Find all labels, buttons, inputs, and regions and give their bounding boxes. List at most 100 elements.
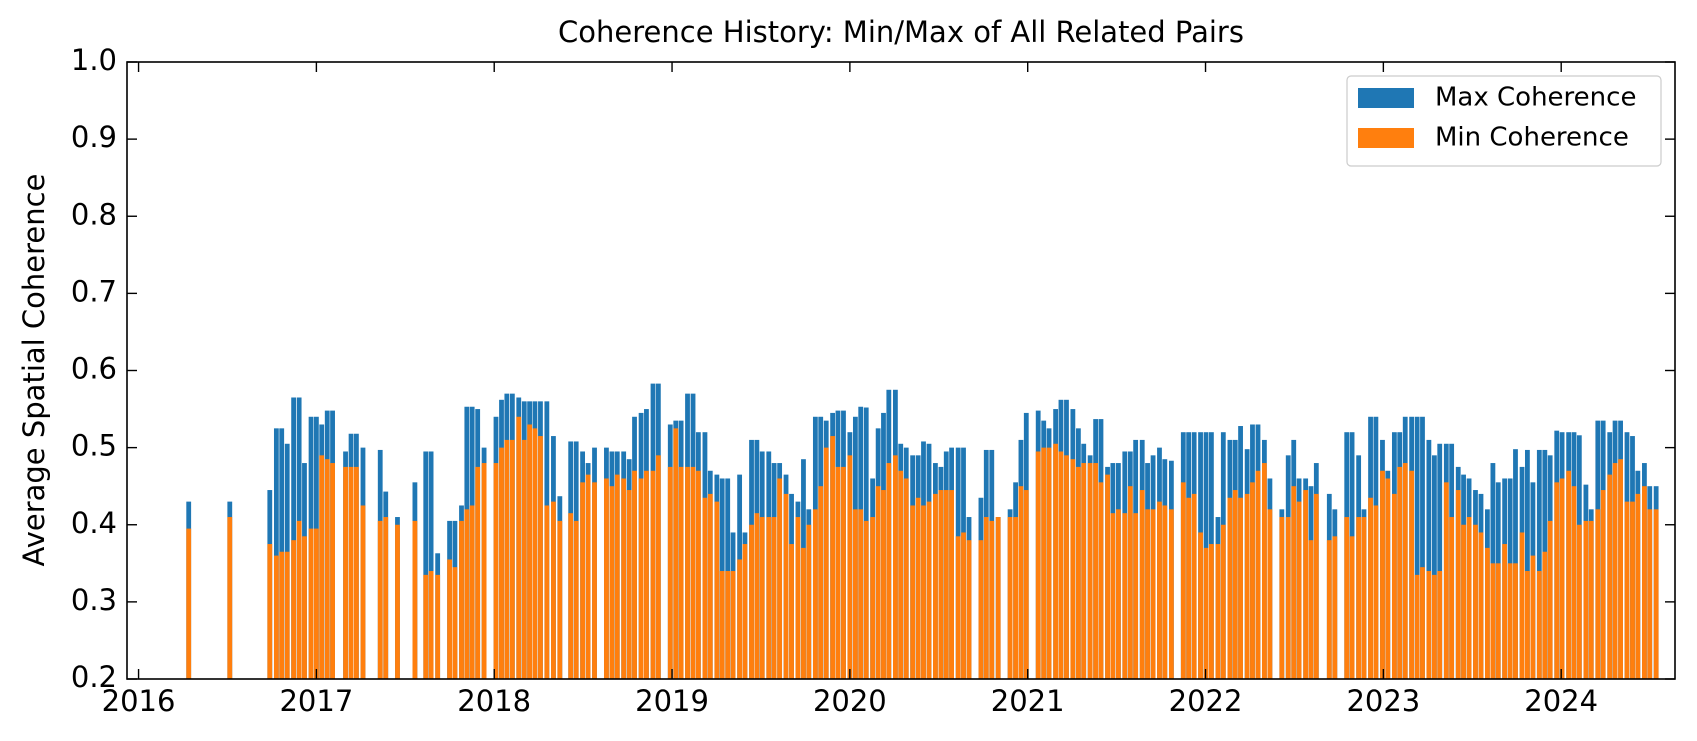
bar	[504, 439, 510, 679]
bar	[551, 501, 556, 679]
bar	[1018, 486, 1024, 679]
bar	[1127, 486, 1133, 679]
bar	[989, 520, 995, 679]
bar	[1308, 540, 1314, 679]
bar	[1349, 536, 1355, 679]
bar	[435, 574, 441, 679]
bar	[1105, 474, 1110, 679]
bar	[499, 447, 504, 679]
bar	[1267, 509, 1273, 679]
bar	[516, 416, 522, 679]
bar	[1426, 571, 1432, 679]
bar	[348, 466, 354, 679]
bar	[544, 505, 550, 679]
bar	[360, 505, 366, 679]
bar	[881, 490, 886, 679]
bar	[1490, 563, 1496, 679]
bar	[702, 497, 708, 679]
bar	[1209, 544, 1214, 679]
bar	[1356, 517, 1362, 679]
bar	[966, 540, 972, 679]
bar	[1023, 490, 1029, 679]
bar	[1198, 532, 1203, 679]
bar	[961, 532, 966, 679]
bar	[771, 517, 777, 679]
bar	[898, 470, 904, 679]
bar	[1110, 513, 1116, 679]
bar	[995, 517, 1001, 679]
x-tick-label: 2021	[991, 684, 1065, 718]
bar	[1642, 486, 1647, 679]
bar	[1087, 463, 1093, 679]
bar	[1431, 574, 1437, 679]
bar	[795, 517, 801, 679]
bar	[1618, 459, 1623, 679]
legend-label: Min Coherence	[1435, 123, 1629, 153]
bar	[1397, 466, 1403, 679]
bar	[1513, 563, 1518, 679]
y-tick-label: 0.8	[71, 197, 117, 231]
bar	[1344, 517, 1350, 679]
bar	[1250, 482, 1255, 679]
bar	[1559, 478, 1565, 679]
bar	[614, 474, 620, 679]
y-tick-label: 0.4	[71, 506, 117, 540]
bar	[532, 428, 538, 679]
bar	[1093, 463, 1099, 679]
x-tick-label: 2023	[1346, 684, 1420, 718]
bar	[330, 463, 335, 679]
bar	[1391, 493, 1397, 679]
bar	[1502, 544, 1508, 679]
bar	[1035, 451, 1041, 679]
x-tick-label: 2022	[1169, 684, 1243, 718]
bar	[707, 493, 713, 679]
bar	[818, 486, 824, 679]
bar	[695, 470, 701, 679]
bar	[783, 493, 789, 679]
bar	[1255, 470, 1261, 679]
bar	[1122, 513, 1128, 679]
bar	[685, 466, 690, 679]
bar	[926, 501, 932, 679]
bar	[714, 501, 720, 679]
bar	[1635, 493, 1641, 679]
bar	[1443, 482, 1449, 679]
bar	[1133, 513, 1139, 679]
bar	[1191, 493, 1197, 679]
bar	[830, 436, 836, 679]
bar	[343, 466, 348, 679]
bar	[1041, 447, 1047, 679]
bar	[1373, 505, 1379, 679]
bar	[279, 551, 285, 679]
bar	[1168, 509, 1174, 679]
bar	[1507, 563, 1513, 679]
bar	[835, 466, 841, 679]
bar	[1279, 517, 1285, 679]
bar	[1368, 497, 1373, 679]
bar	[1303, 490, 1309, 679]
bar	[423, 451, 429, 679]
x-tick-label: 2016	[102, 684, 176, 718]
bar	[585, 474, 591, 679]
bar	[1215, 544, 1221, 679]
bar	[383, 517, 389, 679]
bar	[1139, 490, 1145, 679]
bar	[1220, 524, 1226, 679]
bar	[527, 424, 533, 679]
legend-swatch	[1358, 128, 1414, 148]
bar	[921, 505, 926, 679]
bar	[1313, 493, 1319, 679]
legend: Max Coherence Min Coherence	[1346, 75, 1662, 167]
bar	[1455, 490, 1461, 679]
bar	[858, 509, 864, 679]
bar	[1519, 532, 1525, 679]
bar	[1473, 524, 1478, 679]
bar	[806, 524, 812, 679]
bar	[852, 509, 858, 679]
bar	[626, 490, 632, 679]
bar	[1361, 517, 1367, 679]
bar	[493, 463, 499, 679]
y-tick-label: 1.0	[71, 43, 117, 77]
bar	[749, 524, 754, 679]
